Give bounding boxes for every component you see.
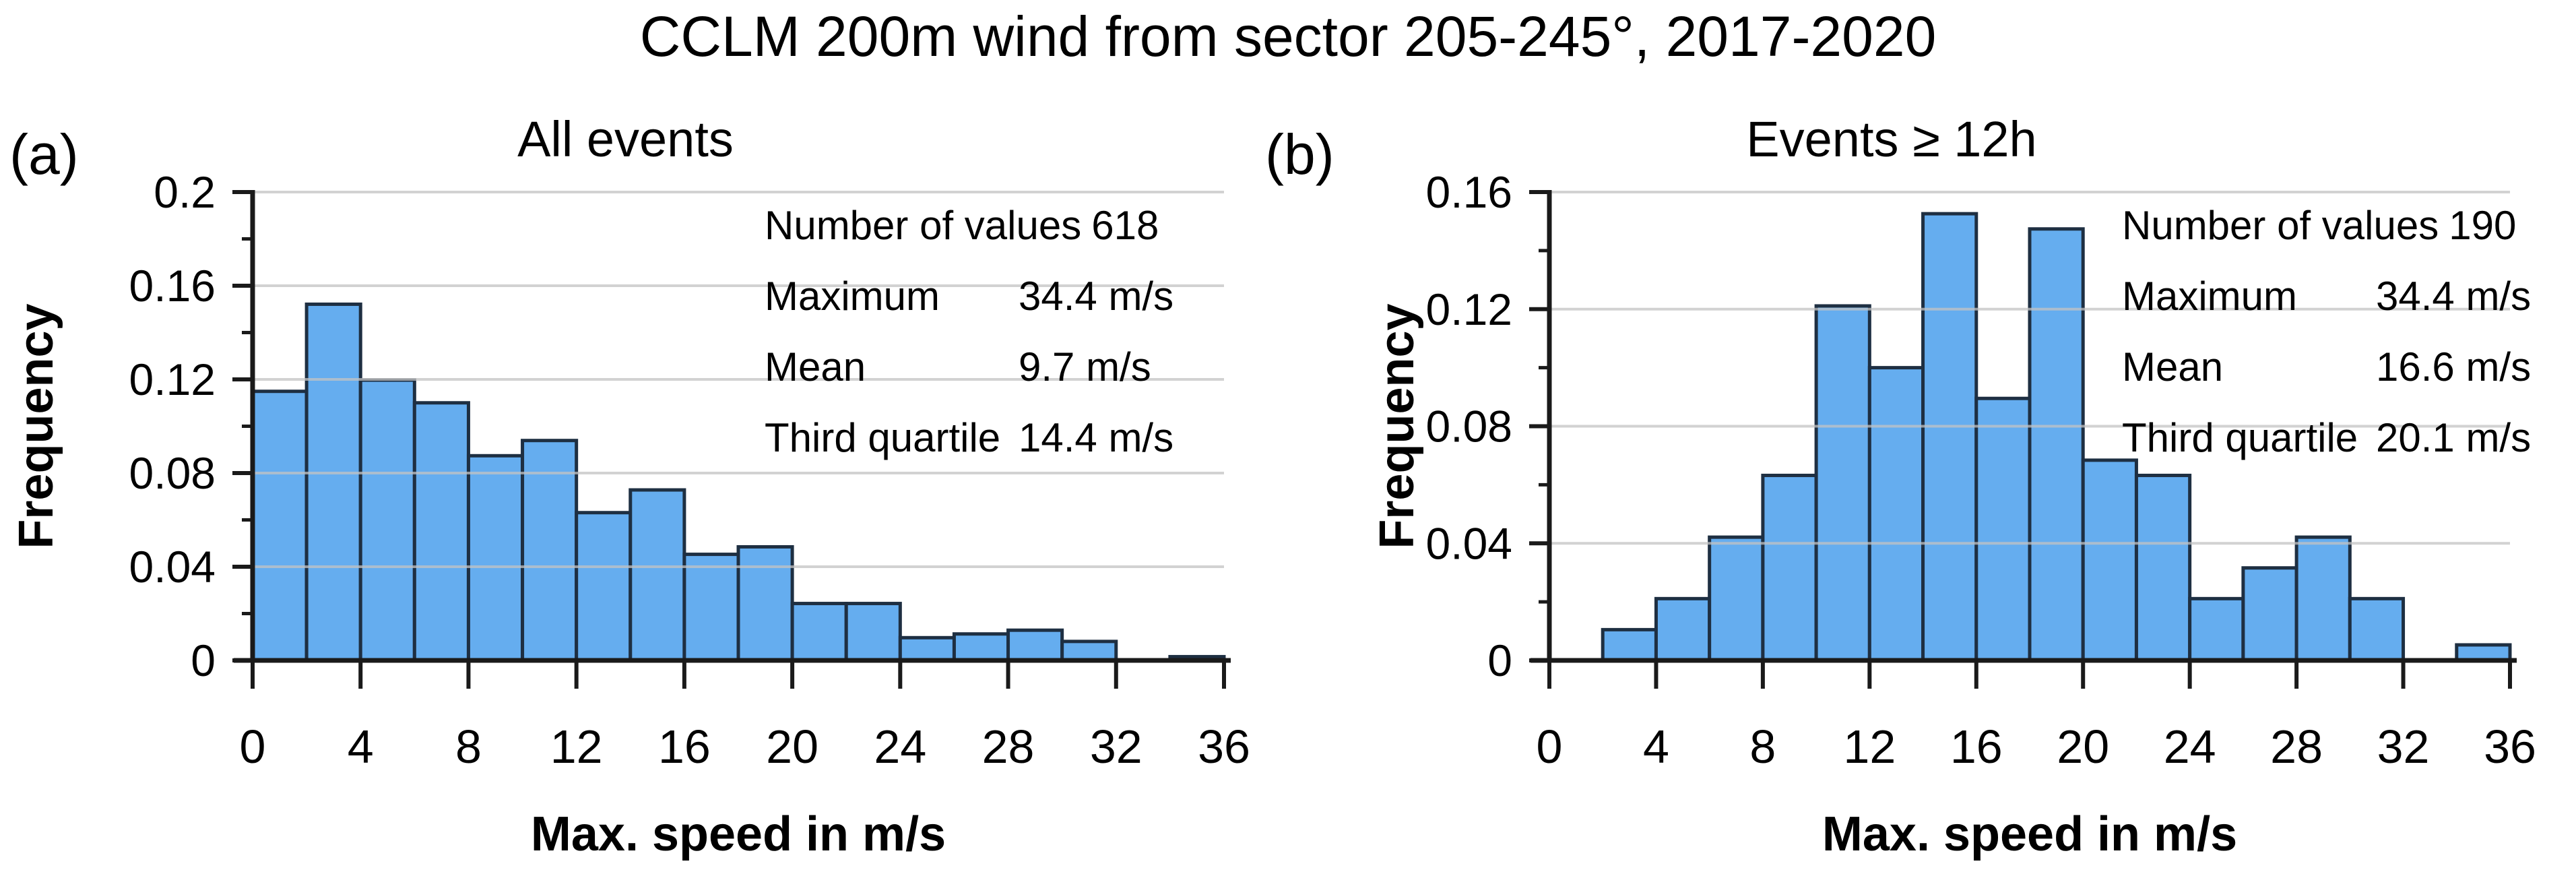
stats-block-b: Number of values 190 Maximum 34.4 m/s Me…: [2122, 190, 2531, 473]
stat-label: Third quartile: [2122, 415, 2358, 460]
x-tick-label: 16: [1950, 720, 2003, 773]
x-tick-label: 20: [766, 720, 818, 773]
stat-row: Maximum 34.4 m/s: [765, 261, 1173, 332]
histogram-bar: [952, 632, 1010, 662]
histogram-bar: [682, 553, 740, 662]
histogram-bar: [2188, 596, 2245, 662]
x-tick-label: 8: [455, 720, 482, 773]
stat-value: 34.4 m/s: [1019, 274, 1174, 319]
x-tick-label: 28: [982, 720, 1035, 773]
histogram-bar: [412, 401, 470, 662]
histogram-bar: [1060, 640, 1118, 662]
histogram-bar: [2294, 535, 2352, 662]
chart-panel-b: 0 0.04 0.08 0.12 0.16 0 4 8 12 16 20 24 28 32 36 Events…: [1265, 111, 2536, 861]
stat-value: 20.1 m/s: [2376, 415, 2532, 460]
x-tick-label: 4: [348, 720, 374, 773]
chart-panel-a: 0 0.04 0.08 0.12 0.16 0.2 0 4 8 12 16 20 24 28 32 36 All…: [9, 111, 1250, 861]
histogram-bar: [466, 454, 525, 662]
stat-row: Number of values 618: [765, 190, 1173, 261]
x-tick-label: 32: [2377, 720, 2430, 773]
stat-label: Maximum: [765, 274, 940, 319]
histogram-bar: [1761, 473, 1818, 662]
x-tick-label: 0: [240, 720, 266, 773]
figure-title: CCLM 200m wind from sector 205-245°, 201…: [639, 5, 1937, 68]
histogram-bar: [790, 602, 848, 662]
y-axis-title: Frequency: [1370, 303, 1424, 549]
histogram-bar: [1601, 627, 1658, 662]
histogram-bar: [2028, 227, 2085, 662]
histogram-bar: [1006, 628, 1064, 662]
histogram-bar: [629, 488, 686, 662]
histogram-bar: [304, 302, 362, 662]
x-axis-title: Max. speed in m/s: [531, 807, 946, 861]
stat-row: Mean 16.6 m/s: [2122, 332, 2531, 402]
histogram-bar: [736, 544, 794, 662]
stat-value: 190: [2449, 203, 2517, 248]
y-tick-label: 0.08: [1426, 402, 1512, 451]
panel-label: (b): [1265, 123, 1334, 186]
x-tick-label: 4: [1643, 720, 1669, 773]
y-tick-label: 0.16: [1426, 167, 1512, 217]
stat-value: 14.4 m/s: [1019, 415, 1174, 460]
panel-label: (a): [9, 123, 79, 186]
histogram-bar: [1974, 396, 2032, 662]
histogram-bar: [898, 635, 956, 662]
histogram-bar: [575, 511, 633, 662]
x-tick-label: 36: [1198, 720, 1250, 773]
stat-label: Third quartile: [765, 415, 1001, 460]
histogram-bar: [2081, 458, 2138, 662]
x-tick-label: 8: [1749, 720, 1776, 773]
x-tick-label: 28: [2270, 720, 2323, 773]
y-axis-title: Frequency: [9, 303, 63, 549]
stat-label: Number of values: [765, 203, 1082, 248]
stat-value: 618: [1091, 203, 1159, 248]
histogram-bar: [2348, 596, 2406, 662]
stat-label: Maximum: [2122, 274, 2298, 319]
stat-row: Maximum 34.4 m/s: [2122, 261, 2531, 332]
x-tick-label: 24: [2164, 720, 2216, 773]
chart-title: All events: [517, 111, 734, 167]
y-tick-label: 0.08: [129, 448, 216, 498]
histogram-bar: [251, 390, 309, 662]
y-tick-label: 0.12: [1426, 284, 1512, 334]
histogram-bar: [1654, 596, 1712, 662]
y-tick-label: 0.04: [129, 542, 216, 592]
stat-value: 16.6 m/s: [2376, 344, 2532, 390]
y-tick-label: 0.04: [1426, 518, 1512, 568]
x-tick-label: 12: [1843, 720, 1896, 773]
x-tick-label: 32: [1090, 720, 1142, 773]
x-axis-title: Max. speed in m/s: [1822, 807, 2237, 861]
stat-row: Number of values 190: [2122, 190, 2531, 261]
x-tick-label: 36: [2484, 720, 2536, 773]
x-tick-label: 0: [1537, 720, 1563, 773]
y-tick-label: 0: [191, 635, 216, 685]
stat-label: Mean: [765, 344, 866, 390]
stat-row: Third quartile 14.4 m/s: [765, 402, 1173, 473]
stat-row: Third quartile 20.1 m/s: [2122, 402, 2531, 473]
stat-row: Mean 9.7 m/s: [765, 332, 1173, 402]
stats-block-a: Number of values 618 Maximum 34.4 m/s Me…: [765, 190, 1173, 473]
x-tick-label: 24: [874, 720, 926, 773]
y-tick-label: 0: [1487, 635, 1512, 685]
y-tick-label: 0.2: [154, 167, 216, 217]
histogram-bar: [1921, 212, 1978, 662]
x-tick-label: 16: [658, 720, 711, 773]
stat-label: Mean: [2122, 344, 2224, 390]
histogram-bar: [2134, 473, 2192, 662]
histogram-bar: [844, 602, 902, 662]
histogram-bar: [1708, 535, 1765, 662]
stat-label: Number of values: [2122, 203, 2439, 248]
chart-title: Events ≥ 12h: [1746, 111, 2036, 167]
x-tick-label: 20: [2057, 720, 2109, 773]
histogram-bar: [1867, 366, 1925, 662]
x-tick-label: 12: [550, 720, 603, 773]
y-tick-label: 0.16: [129, 261, 216, 311]
histogram-bar: [358, 378, 416, 662]
y-tick-label: 0.12: [129, 354, 216, 404]
histogram-bar: [1814, 304, 1871, 662]
stat-value: 34.4 m/s: [2376, 274, 2532, 319]
histogram-bar: [2241, 566, 2298, 662]
stat-value: 9.7 m/s: [1019, 344, 1151, 390]
